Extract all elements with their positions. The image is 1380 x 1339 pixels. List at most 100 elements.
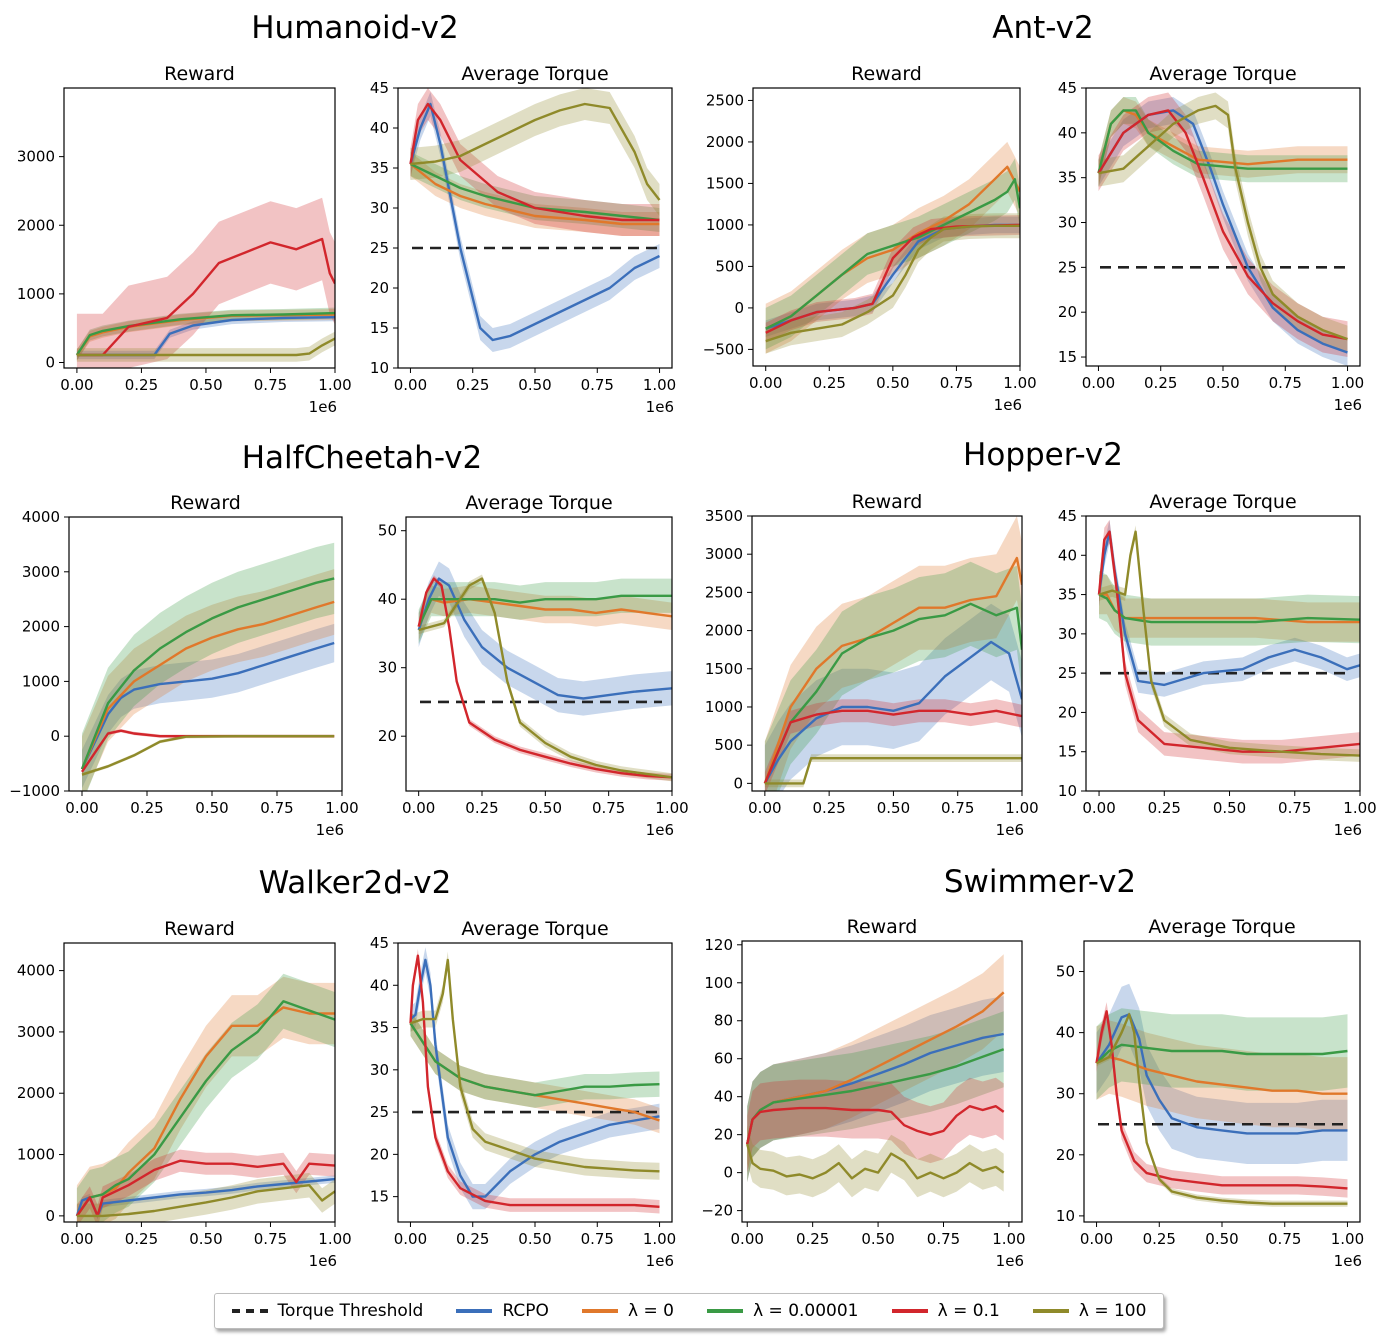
series-line-lam100	[764, 757, 1022, 785]
env-title: Swimmer-v2	[944, 864, 1136, 900]
series-line-lam01	[1097, 109, 1348, 341]
axes-frame	[1085, 515, 1361, 792]
band-rcpo	[76, 1175, 335, 1220]
y-tick-label: −20	[701, 1202, 733, 1220]
series-line-lam1e5	[1097, 109, 1348, 174]
x-tick-label: 0.25	[465, 799, 498, 817]
band-lam1e5	[410, 1010, 660, 1108]
x-tick-label: 0.50	[518, 376, 551, 394]
y-tick-label: 2000	[22, 618, 60, 636]
y-tick-label: 20	[714, 1126, 733, 1144]
band-lam0	[1096, 1020, 1348, 1131]
x-scale-label: 1e6	[646, 821, 674, 839]
band-lam0	[82, 569, 335, 791]
band-lam1e5	[410, 152, 660, 232]
plot-area	[746, 954, 1005, 1198]
panel-title: Reward	[164, 63, 235, 85]
legend-label: λ = 0.1	[937, 1301, 1000, 1321]
y-tick-label: 15	[1058, 348, 1077, 366]
series-line-lam1e5	[417, 594, 672, 628]
series-line-lam100	[410, 102, 661, 201]
y-tick-label: 2500	[705, 583, 743, 601]
y-tick-label: 2000	[705, 622, 743, 640]
y-tick-label: 10	[370, 359, 389, 377]
series-line-lam1e5	[746, 1048, 1005, 1145]
x-scale-label: 1e6	[646, 1252, 674, 1270]
y-tick-label: 25	[1058, 664, 1077, 682]
env-group-hopper-v2: Hopper-v2 Reward 0.00 0.25 0.50 0.75 1.00 1e6 0 5…	[705, 437, 1377, 839]
y-tick-label: 35	[370, 1019, 389, 1037]
y-tick-label: 3000	[17, 148, 55, 166]
band-lam100	[418, 574, 672, 782]
series-line-lam0	[1095, 1055, 1348, 1095]
x-tick-label: 0.75	[927, 1230, 960, 1248]
x-tick-label: 0.25	[813, 374, 846, 392]
x-tick-label: 0.25	[1148, 799, 1181, 817]
reward-panel: Reward 0.00 0.25 0.50 0.75 1.00 1e6 −500 0 500 100…	[703, 63, 1037, 414]
x-tick-label: 0.50	[1213, 799, 1246, 817]
band-lam100	[747, 1125, 1004, 1198]
x-tick-label: 1.00	[318, 376, 351, 394]
env-title: HalfCheetah-v2	[242, 440, 483, 476]
legend-label: λ = 0.00001	[753, 1301, 859, 1321]
x-tick-label: 0.50	[877, 799, 910, 817]
panel-title: Average Torque	[1149, 491, 1296, 513]
series-line-lam100	[76, 337, 335, 357]
env-title: Ant-v2	[992, 10, 1093, 46]
y-tick-label: 4000	[17, 962, 55, 980]
y-tick-label: −500	[703, 340, 744, 358]
x-tick-label: 1.00	[643, 376, 676, 394]
y-tick-label: 100	[704, 974, 733, 992]
x-tick-label: 0.75	[1268, 1230, 1301, 1248]
axes-frame	[741, 940, 1023, 1223]
x-tick-label: 0.25	[796, 1230, 829, 1248]
reward-panel: Reward 0.00 0.25 0.50 0.75 1.00 1e6 0 500 1000 150…	[705, 491, 1039, 839]
x-tick-label: 0.00	[1082, 374, 1115, 392]
plot-area	[1097, 519, 1360, 764]
y-tick-label: −1000	[9, 782, 60, 800]
legend-item-rcpo: RCPO	[456, 1301, 549, 1321]
band-rcpo	[418, 561, 672, 716]
x-tick-label: 0.75	[1278, 799, 1311, 817]
x-scale-label: 1e6	[996, 1252, 1024, 1270]
y-tick-label: 3000	[17, 1023, 55, 1041]
plot-area	[417, 561, 672, 782]
series-line-lam01	[75, 1159, 335, 1218]
y-tick-label: 50	[1056, 963, 1075, 981]
y-tick-label: 20	[1058, 703, 1077, 721]
band-lam01	[1096, 1002, 1348, 1198]
series-line-lam100	[418, 577, 672, 779]
x-tick-label: 1.00	[643, 1230, 676, 1248]
y-tick-label: 45	[370, 934, 389, 952]
band-lam1e5	[1098, 97, 1348, 187]
legend-label: Torque Threshold	[277, 1301, 424, 1321]
band-lam01	[1099, 519, 1360, 764]
x-scale-label: 1e6	[316, 821, 344, 839]
y-tick-label: 0	[733, 774, 743, 792]
y-tick-label: 45	[1058, 79, 1077, 97]
band-lam100	[765, 213, 1020, 354]
y-tick-label: 120	[704, 936, 733, 954]
series-line-lam0	[417, 598, 672, 628]
x-scale-label: 1e6	[994, 396, 1022, 414]
y-tick-label: 20	[378, 727, 397, 745]
series-line-lam1e5	[409, 162, 660, 222]
series-line-rcpo	[80, 641, 335, 770]
band-lam100	[410, 88, 660, 216]
band-rcpo	[1096, 983, 1348, 1164]
axes-frame	[752, 87, 1021, 367]
torque-panel: Average Torque 0.00 0.25 0.50 0.75 1.00 1e6 15 2…	[370, 918, 676, 1270]
band-lam01	[747, 1077, 1004, 1173]
y-tick-label: 40	[370, 119, 389, 137]
band-lam0	[76, 309, 335, 361]
band-lam100	[410, 951, 660, 1180]
y-tick-label: 25	[370, 239, 389, 257]
series-line-lam1e5	[80, 577, 335, 770]
x-tick-label: 0.50	[529, 799, 562, 817]
x-tick-label: 0.75	[581, 376, 614, 394]
x-tick-label: 0.25	[812, 799, 845, 817]
x-tick-label: 0.75	[1269, 374, 1302, 392]
x-tick-label: 0.75	[254, 1230, 287, 1248]
x-tick-label: 0.25	[456, 376, 489, 394]
